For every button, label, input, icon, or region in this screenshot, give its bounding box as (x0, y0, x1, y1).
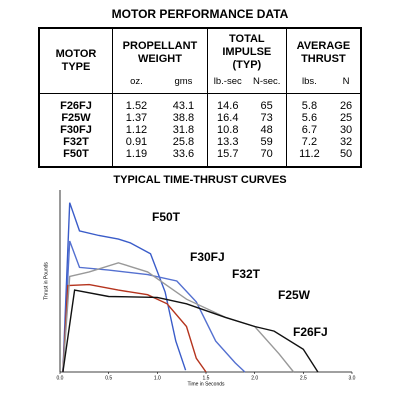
x-tick-label: 2.5 (300, 375, 307, 381)
cell: 30 (339, 124, 353, 136)
cell: 73 (260, 112, 273, 124)
x-tick-label: 3.0 (349, 375, 356, 381)
thrust-curve (62, 240, 246, 373)
cell: 38.8 (172, 112, 195, 124)
x-tick-label: 1.5 (203, 375, 210, 381)
x-tick-label: 0.5 (105, 375, 112, 381)
cell: 7.2 (285, 136, 333, 148)
curve-label: F32T (232, 267, 261, 281)
table-row: F26FJ 1.52 43.1 14.6 65 5.8 26 (39, 93, 361, 112)
cell: 14.6 (206, 93, 248, 112)
cell: 16.4 (206, 112, 248, 124)
cell: 1.37 (111, 112, 160, 124)
motor-type: F26FJ (60, 100, 92, 112)
y-axis-label: Thrust in Pounds (43, 262, 49, 300)
table-row: F32T 0.91 25.8 13.3 59 7.2 32 (39, 136, 361, 148)
chart-title: TYPICAL TIME-THRUST CURVES (113, 174, 286, 186)
unit: oz. (111, 72, 160, 94)
col-header: PROPELLANT WEIGHT (112, 28, 208, 72)
cell: 43.1 (172, 100, 195, 112)
curve-label: F30FJ (190, 250, 225, 264)
col-header: AVERAGE THRUST (285, 28, 361, 72)
cell: 13.3 (206, 136, 248, 148)
cell: 1.52 (111, 93, 160, 112)
thrust-curve (62, 283, 207, 373)
motor-type: F25W (61, 112, 91, 124)
cell: 25.8 (172, 136, 195, 148)
motor-type: F32T (63, 136, 89, 148)
cell: 5.6 (285, 112, 333, 124)
header-row: MOTOR TYPE PROPELLANT WEIGHT TOTAL IMPUL… (39, 28, 361, 94)
table-row: F25W 1.37 38.8 16.4 73 5.6 25 (39, 112, 361, 124)
cell: 15.7 (206, 148, 248, 167)
unit: lbs. (285, 72, 333, 94)
chart: TYPICAL TIME-THRUST CURVES Thrust in Pou… (43, 174, 356, 387)
thrust-curve (62, 262, 295, 373)
cell: 33.6 (172, 148, 195, 160)
cell: 59 (260, 136, 273, 148)
cell: 48 (260, 124, 273, 136)
col-header: MOTOR TYPE (39, 28, 113, 94)
cell: 1.19 (111, 148, 160, 167)
page-title: MOTOR PERFORMANCE DATA (111, 7, 289, 21)
cell: 10.8 (206, 124, 248, 136)
cell: 26 (339, 100, 353, 112)
unit: gms (159, 72, 208, 94)
cell: 50 (339, 148, 353, 160)
unit: N-sec. (247, 72, 287, 94)
cell: 1.12 (111, 124, 160, 136)
col-header: TOTAL IMPULSE (TYP) (206, 28, 287, 72)
cell: 5.8 (285, 93, 333, 112)
motor-type: F30FJ (60, 124, 92, 136)
unit: lb.-sec (206, 72, 248, 94)
unit: N (332, 72, 361, 94)
cell: 70 (260, 148, 273, 160)
curve-label: F50T (152, 210, 181, 224)
cell: 31.8 (172, 124, 195, 136)
cell: 32 (339, 136, 353, 148)
curve-label: F25W (278, 288, 311, 302)
x-tick-label: 1.0 (154, 375, 161, 381)
x-tick-label: 0.0 (57, 375, 64, 381)
cell: 65 (260, 100, 273, 112)
cell: 6.7 (285, 124, 333, 136)
curve-label: F26FJ (293, 325, 328, 339)
thrust-curve (62, 202, 187, 373)
cell: 25 (339, 112, 353, 124)
unit-row: oz. gms lb.-sec N-sec. lbs. N (39, 72, 361, 94)
motor-type: F50T (63, 148, 89, 160)
table-row: F50T 1.19 33.6 15.7 70 11.2 50 (39, 148, 361, 167)
x-tick-label: 2.0 (251, 375, 258, 381)
thrust-curve (62, 289, 319, 373)
cell: 0.91 (111, 136, 160, 148)
data-table: MOTOR TYPE PROPELLANT WEIGHT TOTAL IMPUL… (38, 27, 362, 168)
x-axis-label: Time in Seconds (187, 381, 225, 387)
cell: 11.2 (285, 148, 333, 167)
table-row: F30FJ 1.12 31.8 10.8 48 6.7 30 (39, 124, 361, 136)
